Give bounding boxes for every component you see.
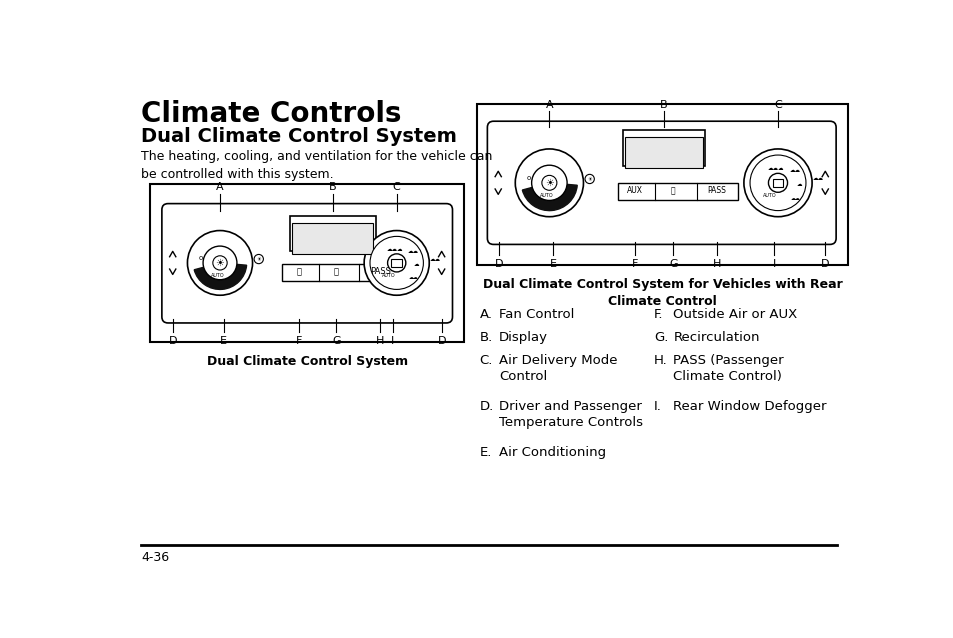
Text: F: F (631, 259, 638, 269)
Text: Dual Climate Control System: Dual Climate Control System (207, 355, 407, 367)
Circle shape (213, 256, 227, 270)
Text: H.: H. (654, 353, 667, 367)
Text: The heating, cooling, and ventilation for the vehicle can
be controlled with thi: The heating, cooling, and ventilation fo… (141, 151, 492, 181)
Bar (282, 263, 402, 281)
Text: C: C (393, 182, 400, 192)
Bar (617, 183, 737, 200)
Text: Rear Window Defogger: Rear Window Defogger (673, 400, 826, 413)
Circle shape (370, 237, 423, 290)
Text: G: G (332, 336, 340, 346)
Text: I.: I. (654, 400, 661, 413)
Text: ☀: ☀ (544, 178, 553, 188)
Bar (624, 137, 702, 168)
Text: D: D (169, 336, 177, 346)
FancyBboxPatch shape (487, 121, 835, 244)
Text: Dual Climate Control System for Vehicles with Rear
Climate Control: Dual Climate Control System for Vehicles… (482, 278, 841, 308)
Text: Climate Controls: Climate Controls (141, 100, 401, 128)
Circle shape (387, 254, 405, 272)
Text: ☁☁: ☁☁ (430, 256, 440, 262)
Circle shape (768, 174, 787, 192)
Text: H: H (712, 259, 720, 269)
Text: Dual Climate Control System: Dual Climate Control System (141, 126, 456, 145)
Circle shape (749, 155, 805, 211)
Text: Display: Display (498, 330, 547, 344)
Text: AUTO: AUTO (211, 272, 224, 278)
Text: ☁☁☁: ☁☁☁ (387, 247, 403, 252)
Text: ☁: ☁ (414, 262, 419, 267)
Text: D: D (821, 259, 829, 269)
Text: I: I (772, 259, 775, 269)
Text: ☁☁: ☁☁ (789, 168, 800, 174)
Text: A.: A. (479, 308, 492, 320)
Text: Driver and Passenger
Temperature Controls: Driver and Passenger Temperature Control… (498, 400, 642, 429)
Text: Outside Air or AUX: Outside Air or AUX (673, 308, 797, 320)
Text: PASS: PASS (370, 267, 391, 276)
Text: Air Conditioning: Air Conditioning (498, 446, 605, 459)
Text: D: D (495, 259, 503, 269)
Text: F: F (295, 336, 302, 346)
Text: ☀: ☀ (587, 177, 592, 181)
Circle shape (253, 255, 263, 263)
Text: ☁☁☁: ☁☁☁ (767, 166, 784, 171)
Text: E.: E. (479, 446, 492, 459)
Text: I: I (391, 336, 394, 346)
Circle shape (203, 246, 236, 279)
FancyBboxPatch shape (162, 204, 452, 323)
Text: Fan Control: Fan Control (498, 308, 574, 320)
Circle shape (187, 230, 253, 295)
Text: H: H (375, 336, 384, 346)
Bar (292, 223, 373, 254)
Text: C: C (773, 100, 781, 110)
Bar (290, 216, 375, 251)
Text: B.: B. (479, 330, 493, 344)
Bar (150, 184, 464, 342)
Text: PASS (Passenger
Climate Control): PASS (Passenger Climate Control) (673, 353, 783, 383)
Text: 🚗: 🚗 (296, 267, 301, 276)
Circle shape (743, 149, 811, 217)
Text: E: E (220, 336, 227, 346)
Text: AUTO: AUTO (761, 193, 776, 198)
Text: Recirculation: Recirculation (673, 330, 760, 344)
Text: 4-36: 4-36 (141, 551, 169, 564)
Circle shape (364, 230, 429, 295)
Circle shape (531, 165, 566, 200)
Text: ☀: ☀ (215, 258, 224, 268)
Text: AUX: AUX (626, 186, 642, 195)
Bar (391, 259, 402, 267)
Text: F.: F. (654, 308, 662, 320)
Text: o: o (198, 255, 202, 262)
Text: A: A (216, 182, 224, 192)
Circle shape (584, 174, 594, 184)
Bar (622, 130, 704, 166)
Text: AUTO: AUTO (381, 272, 395, 278)
Text: AUTO: AUTO (539, 193, 554, 198)
Text: 🚗: 🚗 (334, 267, 338, 276)
Wedge shape (522, 184, 577, 211)
Text: A: A (545, 100, 553, 110)
Text: Air Delivery Mode
Control: Air Delivery Mode Control (498, 353, 617, 383)
Text: ☁☁: ☁☁ (812, 177, 823, 181)
Text: 🚗: 🚗 (670, 186, 675, 195)
Text: E: E (549, 259, 557, 269)
Text: D: D (436, 336, 445, 346)
Bar (772, 179, 782, 187)
Text: C.: C. (479, 353, 493, 367)
Text: ☀: ☀ (256, 256, 261, 262)
Text: ☁☁: ☁☁ (408, 275, 418, 280)
Text: o: o (526, 175, 531, 181)
Text: ☁: ☁ (796, 182, 801, 187)
Text: G.: G. (654, 330, 668, 344)
Bar (476, 103, 847, 265)
Text: B: B (659, 100, 667, 110)
Text: D.: D. (479, 400, 494, 413)
Text: ☁☁: ☁☁ (790, 196, 800, 200)
Text: B: B (329, 182, 336, 192)
Circle shape (515, 149, 583, 217)
Wedge shape (194, 264, 246, 290)
Text: PASS: PASS (706, 186, 725, 195)
Text: G: G (668, 259, 677, 269)
Circle shape (541, 175, 557, 190)
Text: ☁☁: ☁☁ (407, 249, 418, 254)
